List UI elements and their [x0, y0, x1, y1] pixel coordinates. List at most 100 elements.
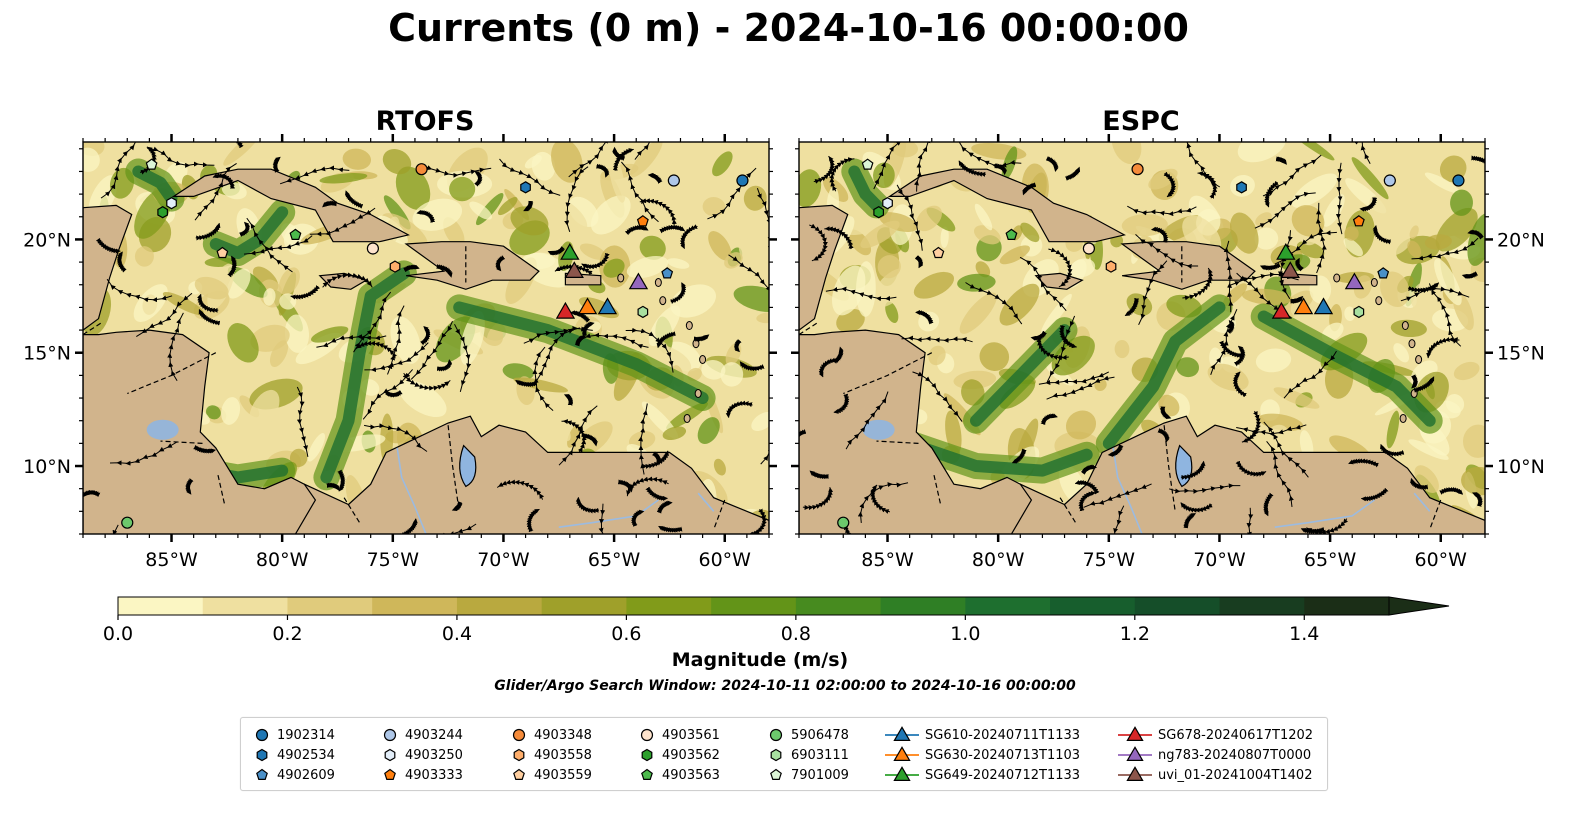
- lon-tick-label: 85°W: [145, 549, 198, 571]
- streamline: [1045, 155, 1059, 173]
- streamline: [965, 282, 1023, 325]
- obs-marker-SG649-20240712T1133: [1276, 242, 1296, 260]
- colorbar-label: Magnitude (m/s): [671, 649, 849, 671]
- streamline: [1223, 240, 1234, 313]
- streamline: [1183, 513, 1197, 529]
- streamline: [1236, 424, 1307, 437]
- legend-label: SG630-20240713T1103: [925, 747, 1081, 763]
- legend-label: ng783-20240807T0000: [1158, 747, 1312, 763]
- legend-label: SG610-20240711T1133: [925, 727, 1081, 743]
- streamline: [832, 346, 844, 364]
- lon-tick-label: 65°W: [588, 549, 641, 571]
- streamline: [1011, 448, 1027, 464]
- streamline: [638, 403, 648, 475]
- streamline: [1022, 182, 1037, 196]
- streamline: [495, 255, 506, 272]
- colorbar-tick-label: 0.6: [611, 623, 641, 645]
- colorbar-bin: [118, 597, 204, 615]
- streamline: [833, 393, 850, 414]
- streamline: [403, 264, 420, 273]
- streamline: [108, 524, 119, 534]
- map-panel-rtofs: 85°W 80°W 75°W 70°W 65°W 60°W 20°N 15°N 10°N: [23, 134, 777, 571]
- colorbar: 0.0 0.2 0.4 0.6 0.8 1.0 1.2 1.4: [103, 596, 1450, 645]
- streamline: [309, 207, 376, 237]
- streamline: [362, 369, 413, 420]
- streamline: [532, 346, 554, 411]
- streamline: [1169, 483, 1241, 494]
- panel-title-rtofs: RTOFS: [375, 106, 475, 137]
- legend-item: 4902534: [253, 746, 335, 764]
- colorbar-tick-label: 0.2: [272, 623, 302, 645]
- streamline: [825, 286, 897, 302]
- legend-label: 4903563: [662, 767, 720, 783]
- colorbar-frame: [117, 596, 1390, 616]
- lon-tick-label: 70°W: [477, 549, 530, 571]
- streamline: [279, 165, 350, 185]
- obs-marker-4902609: [1377, 267, 1390, 279]
- obs-marker-SG630-20240713T1103: [577, 297, 598, 315]
- hexagon-marker-icon: [256, 748, 268, 762]
- triangle-marker-icon: [1118, 766, 1152, 781]
- streamline: [958, 142, 1022, 169]
- streamline: [1266, 440, 1294, 507]
- pentagon-marker-icon: [384, 768, 396, 780]
- colorbar-bin: [965, 597, 1051, 615]
- streamline: [1306, 518, 1349, 534]
- streamline: [774, 143, 786, 165]
- country-border: [1429, 499, 1442, 530]
- lat-tick-label: 15°N: [1497, 343, 1545, 365]
- obs-marker-6903111: [637, 305, 649, 319]
- streamline: [1262, 154, 1322, 197]
- streamline: [499, 158, 561, 196]
- streamline: [195, 222, 221, 241]
- streamline: [634, 142, 677, 160]
- pentagon-marker-icon: [641, 768, 653, 780]
- streamline: [1335, 162, 1343, 235]
- country-border: [713, 499, 726, 530]
- streamline: [625, 327, 674, 373]
- legend-item: ng783-20240807T0000: [1118, 746, 1311, 764]
- streamline: [626, 476, 669, 497]
- obs-marker-7901009: [145, 158, 158, 170]
- streamline: [1315, 202, 1327, 274]
- map-frame: [798, 141, 1486, 535]
- streamline: [246, 217, 293, 273]
- legend-item: SG630-20240713T1103: [885, 746, 1080, 764]
- colorbar-tick-label: 0.0: [103, 623, 133, 645]
- obs-marker-4903244: [667, 174, 680, 187]
- island: [617, 273, 625, 283]
- streamline: [896, 184, 924, 251]
- island: [1401, 321, 1409, 331]
- pentagon-marker-icon: [513, 768, 525, 780]
- circle-marker-icon: [769, 728, 783, 742]
- obs-marker-4903558: [389, 260, 401, 273]
- streamline: [116, 251, 127, 273]
- legend-label: 4903244: [405, 727, 463, 743]
- obs-marker-4903559: [932, 246, 945, 259]
- colorbar-tick-label: 0.8: [781, 623, 811, 645]
- streamline: [914, 254, 924, 269]
- streamline: [344, 190, 364, 209]
- river: [558, 499, 659, 528]
- streamline: [364, 423, 428, 452]
- obs-marker-4902609: [661, 267, 674, 279]
- streamline: [1107, 444, 1124, 457]
- circle-marker-icon: [255, 728, 269, 742]
- legend-label: 4903333: [405, 767, 463, 783]
- streamline: [1151, 226, 1169, 243]
- country-border: [343, 497, 361, 524]
- hexagon-marker-icon: [641, 748, 653, 762]
- streamline: [1359, 197, 1378, 212]
- obs-marker-4903558: [1105, 260, 1117, 273]
- streamline: [624, 224, 649, 236]
- colorbar-bin: [372, 597, 458, 615]
- obs-marker-ng783-20240807T0000: [628, 272, 649, 290]
- obs-marker-4903562: [157, 206, 168, 219]
- streamline: [1461, 271, 1479, 279]
- obs-marker-4902534: [520, 181, 531, 194]
- island: [1410, 389, 1418, 399]
- island: [692, 339, 700, 349]
- lon-tick-label: 75°W: [367, 549, 420, 571]
- streamline: [1259, 262, 1281, 271]
- obs-marker-6903111: [1353, 305, 1365, 319]
